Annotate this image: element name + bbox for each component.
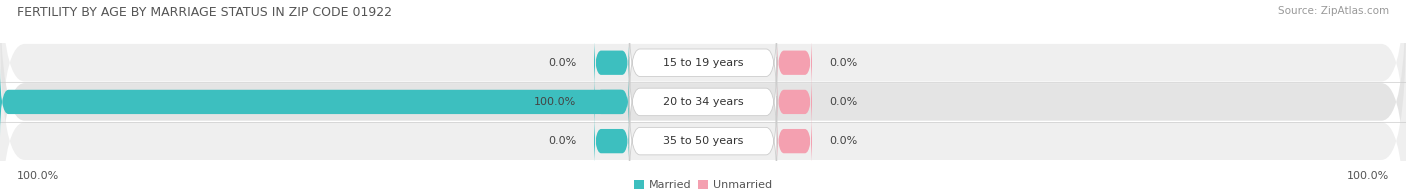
Text: FERTILITY BY AGE BY MARRIAGE STATUS IN ZIP CODE 01922: FERTILITY BY AGE BY MARRIAGE STATUS IN Z… — [17, 6, 392, 19]
FancyBboxPatch shape — [630, 57, 778, 147]
Text: 0.0%: 0.0% — [830, 97, 858, 107]
Text: 0.0%: 0.0% — [830, 58, 858, 68]
Text: 15 to 19 years: 15 to 19 years — [662, 58, 744, 68]
Text: Source: ZipAtlas.com: Source: ZipAtlas.com — [1278, 6, 1389, 16]
FancyBboxPatch shape — [593, 75, 630, 129]
FancyBboxPatch shape — [0, 67, 630, 137]
Text: 20 to 34 years: 20 to 34 years — [662, 97, 744, 107]
FancyBboxPatch shape — [778, 36, 813, 90]
Text: 100.0%: 100.0% — [17, 171, 59, 181]
FancyBboxPatch shape — [778, 114, 813, 168]
FancyBboxPatch shape — [593, 36, 630, 90]
FancyBboxPatch shape — [630, 18, 778, 108]
FancyBboxPatch shape — [0, 23, 1406, 196]
FancyBboxPatch shape — [778, 75, 813, 129]
Legend: Married, Unmarried: Married, Unmarried — [634, 180, 772, 191]
Text: 0.0%: 0.0% — [830, 136, 858, 146]
Text: 0.0%: 0.0% — [548, 58, 576, 68]
FancyBboxPatch shape — [0, 0, 1406, 181]
Text: 100.0%: 100.0% — [1347, 171, 1389, 181]
Text: 100.0%: 100.0% — [534, 97, 576, 107]
FancyBboxPatch shape — [593, 114, 630, 168]
FancyBboxPatch shape — [630, 96, 778, 186]
Text: 35 to 50 years: 35 to 50 years — [662, 136, 744, 146]
Text: 0.0%: 0.0% — [548, 136, 576, 146]
